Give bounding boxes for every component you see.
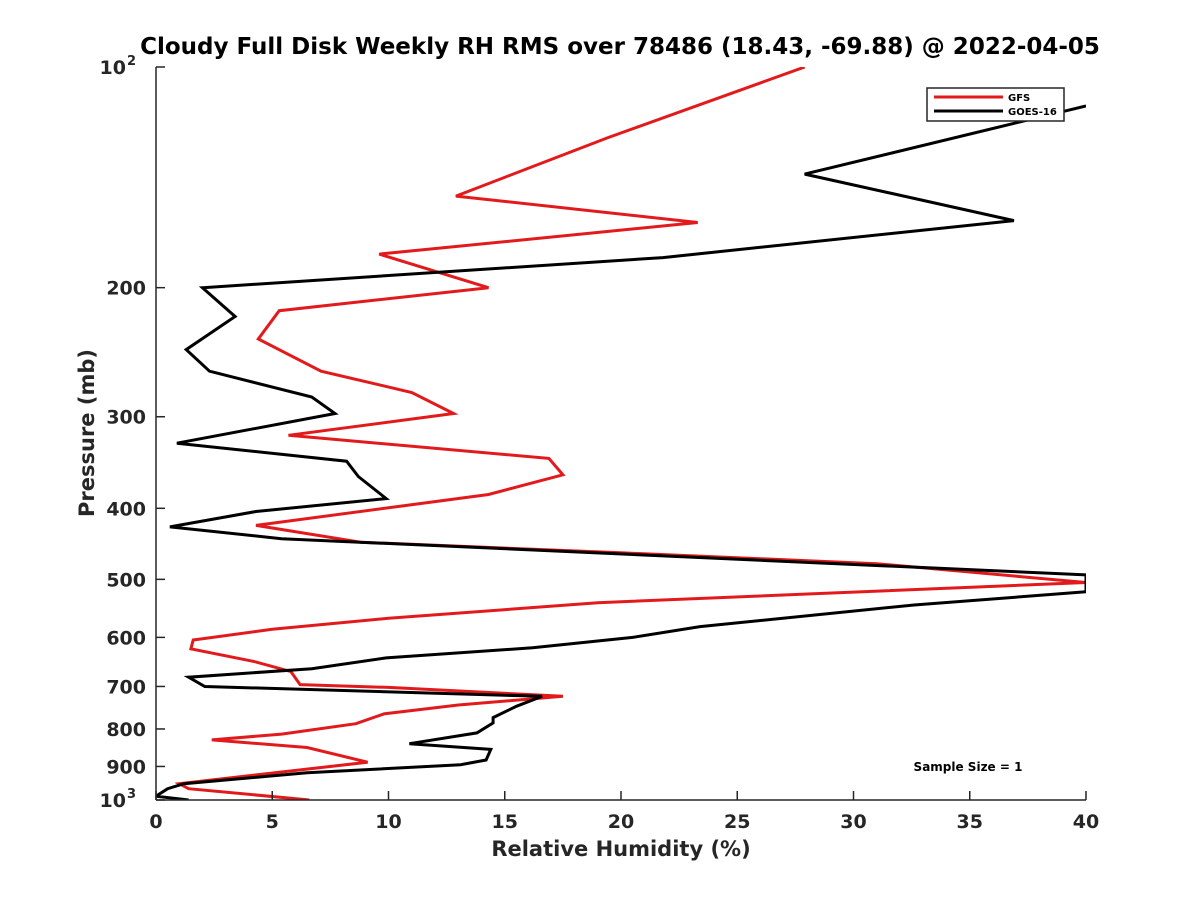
legend-label-gfs: GFS: [1008, 93, 1030, 104]
x-tick-label: 0: [149, 811, 162, 833]
legend-box: [926, 87, 1065, 122]
x-tick-label: 35: [957, 811, 983, 833]
x-tick-label: 25: [724, 811, 750, 833]
y-tick-exponent: 3: [127, 787, 136, 802]
y-tick-label: 200: [106, 278, 146, 300]
y-tick-label: 10: [100, 790, 126, 812]
legend: GFS GOES-16: [926, 87, 1065, 122]
y-tick-exponent: 2: [127, 54, 136, 69]
y-tick-label: 300: [106, 407, 146, 429]
y-tick-label: 600: [106, 627, 146, 649]
x-tick-label: 10: [375, 811, 401, 833]
x-tick-label: 20: [608, 811, 634, 833]
y-tick-label: 10: [100, 57, 126, 79]
y-tick-label: 900: [106, 756, 146, 778]
chart-title: Cloudy Full Disk Weekly RH RMS over 7848…: [140, 34, 1100, 60]
series-line-gfs: [174, 67, 1086, 800]
y-tick-label: 400: [106, 498, 146, 520]
y-tick-label: 800: [106, 719, 146, 741]
y-tick-label: 700: [106, 676, 146, 698]
series-line-goes-16: [156, 104, 1086, 800]
y-tick-label: 500: [106, 569, 146, 591]
sample-size-annotation: Sample Size = 1: [914, 760, 1023, 774]
x-axis-label: Relative Humidity (%): [491, 837, 750, 861]
y-axis-label: Pressure (mb): [75, 349, 99, 517]
x-tick-label: 5: [266, 811, 279, 833]
x-tick-label: 30: [840, 811, 866, 833]
legend-label-goes-16: GOES-16: [1008, 107, 1057, 118]
series-layer: [156, 67, 1086, 800]
x-tick-label: 15: [492, 811, 518, 833]
x-tick-label: 40: [1073, 811, 1099, 833]
